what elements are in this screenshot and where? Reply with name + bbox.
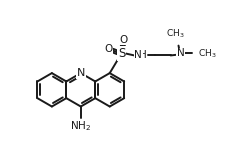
- Text: NH$_2$: NH$_2$: [70, 119, 91, 133]
- Text: CH$_3$: CH$_3$: [197, 47, 216, 60]
- Text: N: N: [76, 68, 85, 78]
- Text: O: O: [104, 44, 112, 54]
- Text: O: O: [119, 35, 127, 45]
- Text: N: N: [134, 50, 141, 60]
- Text: N: N: [176, 48, 184, 59]
- Text: H: H: [139, 50, 146, 60]
- Text: S: S: [117, 47, 125, 60]
- Text: CH$_3$: CH$_3$: [166, 27, 184, 40]
